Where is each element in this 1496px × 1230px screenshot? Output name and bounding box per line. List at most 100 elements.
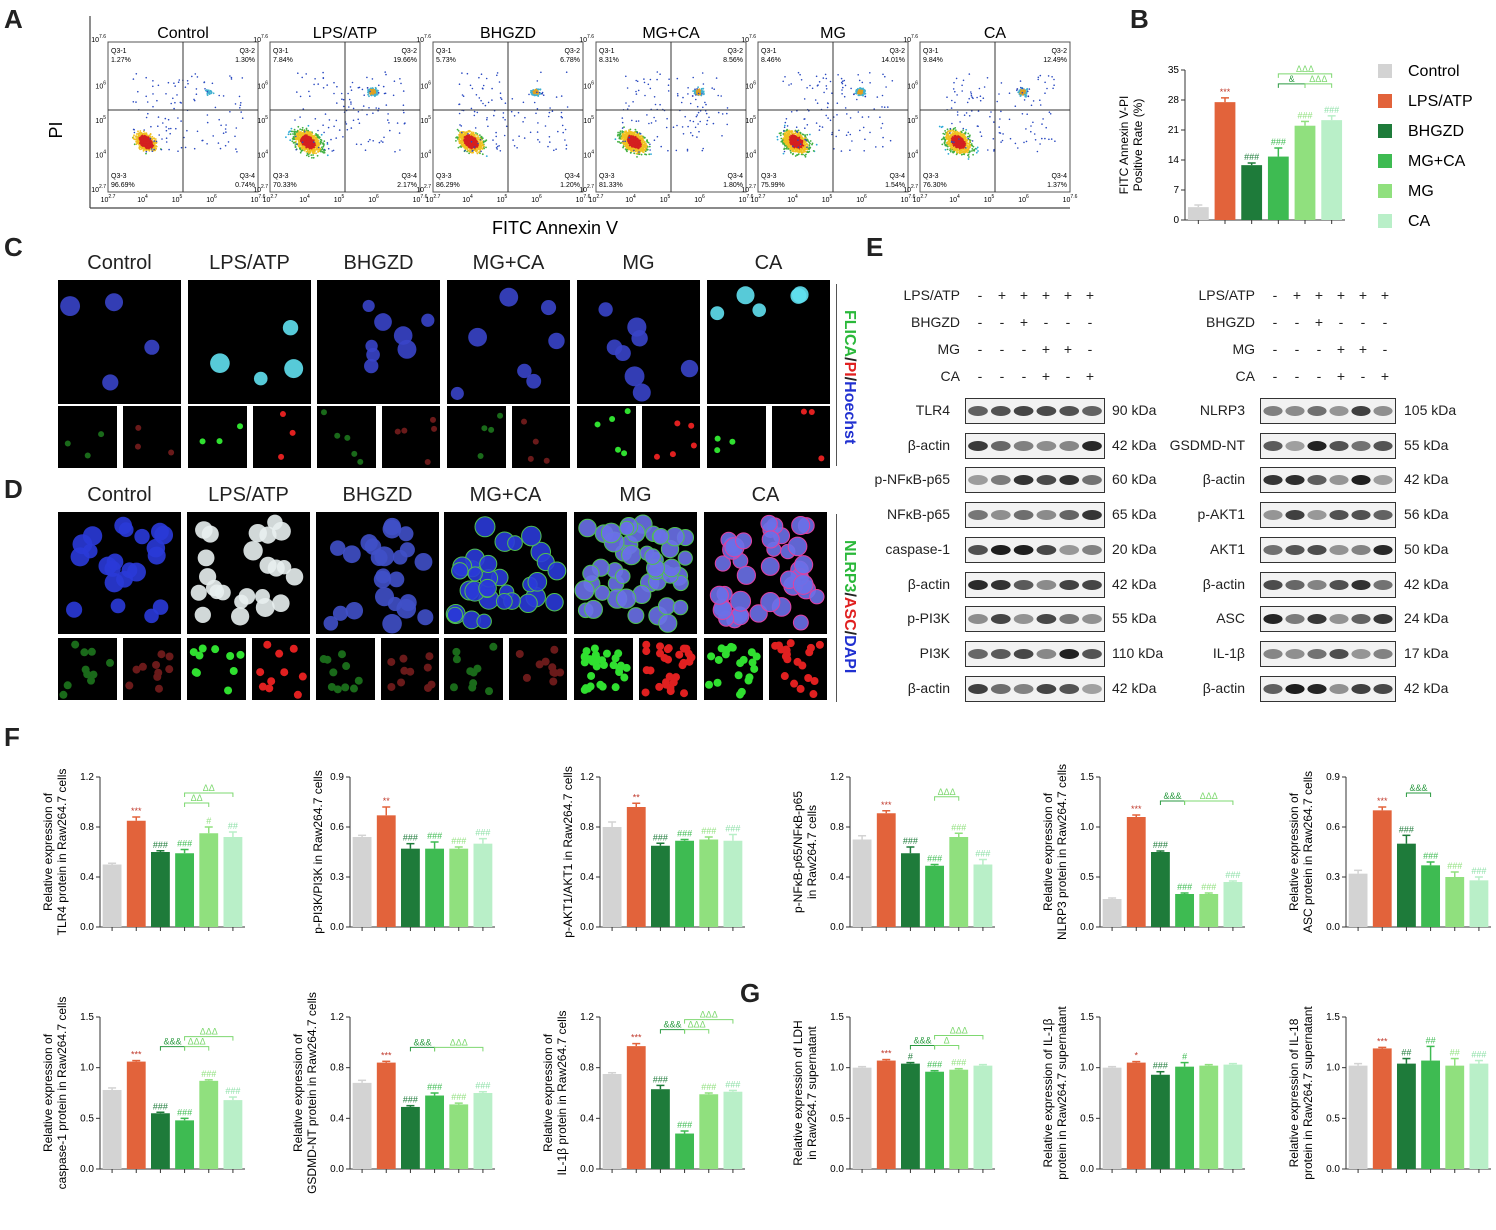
treatment-sign: -: [1272, 314, 1278, 330]
bar: [602, 827, 622, 927]
significance-mark: ###: [1423, 851, 1438, 861]
merged-micrograph: [447, 280, 570, 404]
bracket-label: ΔΔΔ: [700, 1010, 718, 1020]
bar: [102, 1089, 122, 1169]
treatment-sign: -: [1294, 314, 1300, 330]
blot-band-strip: [965, 640, 1105, 667]
quadrant-name: Q3-4: [564, 173, 580, 180]
quadrant-percent: 19.66%: [393, 57, 417, 64]
blot-label: ASC: [1216, 610, 1245, 627]
flow-ytick: 102.7: [741, 184, 756, 194]
bracket-label: ΔΔ: [203, 783, 215, 793]
quadrant-name: Q3-3: [923, 173, 939, 180]
bar: [973, 864, 993, 927]
quadrant-percent: 14.01%: [881, 57, 905, 64]
quadrant-name: Q3-2: [727, 48, 743, 55]
quadrant-percent: 76.30%: [923, 182, 947, 189]
blot-label: p-NFκB-p65: [874, 471, 950, 488]
flow-ytick: 105: [95, 115, 106, 125]
merged-micrograph: [317, 280, 440, 404]
blot-kda: 42 kDa: [1112, 679, 1157, 696]
quadrant-name: Q3-3: [436, 173, 452, 180]
bar: [425, 848, 445, 927]
blot-band-strip: [965, 398, 1105, 424]
image-column-header: Control: [87, 484, 152, 506]
comparison-bracket: [1184, 800, 1234, 805]
y-axis-label: in Raw264.7 cells: [805, 805, 819, 899]
bar: [675, 1133, 695, 1169]
y-axis-label: Relative expression of LDH: [791, 1020, 805, 1165]
quadrant-name: Q3-4: [401, 173, 417, 180]
bracket-label: ΔΔΔ: [688, 1020, 706, 1030]
flow-cytometry-panel: PI FITC Annexin V Control Q3-1 1.27% Q3-2 1.…: [46, 16, 1078, 238]
red-channel-micrograph: [251, 638, 310, 700]
significance-mark: ###: [701, 1082, 716, 1092]
bar: [1150, 1074, 1170, 1169]
y-tick-label: 0.5: [1080, 872, 1094, 883]
image-column-header: MG: [622, 252, 655, 274]
blot-band-strip: [965, 571, 1105, 598]
chart-f-nlrp3: 0.0 0.5 1.0 1.5 Relative expression of NLRP3 …: [1041, 764, 1245, 940]
blot-kda: 20 kDa: [1112, 540, 1157, 557]
flow-xtick: 102.7: [426, 194, 441, 204]
significance-mark: ###: [177, 1107, 192, 1117]
flow-xtick: 105: [497, 194, 508, 204]
bar: [1187, 207, 1209, 220]
significance-mark: ##: [1401, 1048, 1411, 1058]
flow-ytick: 107.6: [416, 34, 431, 44]
bar: [602, 1074, 622, 1169]
green-channel-micrograph: [317, 406, 376, 468]
blot-band-strip: [965, 432, 1105, 459]
bar: [126, 1061, 146, 1169]
image-column-header: MG+CA: [472, 252, 545, 274]
red-channel-micrograph: [638, 638, 697, 700]
flow-plot: MG Q3-1 8.46% Q3-2 14.01% Q3-3 75.99% Q3-4 1.54%…: [741, 25, 915, 204]
flow-plot-title: MG+CA: [642, 25, 700, 42]
flow-xtick: 107.6: [576, 194, 591, 204]
comparison-bracket: [1277, 73, 1333, 78]
treatment-sign: +: [1063, 287, 1073, 303]
significance-mark: ###: [1324, 105, 1339, 115]
significance-mark: #: [1182, 1052, 1187, 1062]
y-tick-label: 1.2: [330, 1012, 344, 1023]
panel-label-c: C: [4, 232, 23, 262]
legend-label: MG: [1408, 183, 1434, 200]
flow-plot: CA Q3-1 9.84% Q3-2 12.49% Q3-3 76.30% Q3-4 1.37%…: [903, 25, 1077, 204]
flow-xtick: 105: [334, 194, 345, 204]
merged-micrograph: [444, 512, 567, 634]
image-column-header: CA: [751, 484, 780, 506]
significance-mark: ###: [951, 1058, 966, 1068]
treatment-sign: -: [977, 368, 983, 384]
flow-xtick: 102.7: [751, 194, 766, 204]
quadrant-percent: 1.30%: [235, 57, 255, 64]
treatment-sign: -: [1065, 368, 1071, 384]
blot-kda: 50 kDa: [1404, 540, 1449, 557]
green-channel-micrograph: [316, 638, 375, 700]
blot-kda: 55 kDa: [1404, 436, 1449, 453]
quadrant-percent: 96.69%: [111, 182, 135, 189]
red-channel-micrograph: [122, 406, 181, 468]
quadrant-name: Q3-1: [436, 48, 452, 55]
y-axis-label: caspase-1 protein in Raw264.7 cells: [55, 997, 69, 1190]
merged-micrograph: [58, 280, 181, 404]
y-axis-label: p-AKT1/AKT1 in Raw264.7 cells: [561, 766, 575, 937]
treatment-label: LPS/ATP: [1198, 287, 1255, 303]
flow-ytick: 105: [420, 115, 431, 125]
significance-mark: ###: [1244, 152, 1259, 162]
flow-plot: LPS/ATP Q3-1 7.84% Q3-2 19.66% Q3-3 70.33% Q3-4…: [253, 25, 427, 204]
treatment-sign: +: [1063, 341, 1073, 357]
green-channel-micrograph: [447, 406, 506, 468]
blot-band-strip: [1260, 432, 1396, 459]
significance-mark: ###: [1153, 1061, 1168, 1071]
y-axis-label: protein in Raw264.7 supernatant: [1055, 1006, 1069, 1180]
flow-plot: MG+CA Q3-1 8.31% Q3-2 8.56% Q3-3 81.33% Q3-4 1.8…: [579, 25, 753, 204]
quadrant-name: Q3-3: [761, 173, 777, 180]
significance-mark: ###: [1177, 882, 1192, 892]
y-tick-label: 1.0: [1080, 1063, 1094, 1074]
flow-xtick: 105: [172, 194, 183, 204]
comparison-bracket: [934, 796, 960, 801]
bracket-label: &&&: [1163, 791, 1181, 801]
quadrant-percent: 1.27%: [111, 57, 131, 64]
significance-mark: ###: [975, 849, 990, 859]
treatment-sign: -: [1338, 314, 1344, 330]
